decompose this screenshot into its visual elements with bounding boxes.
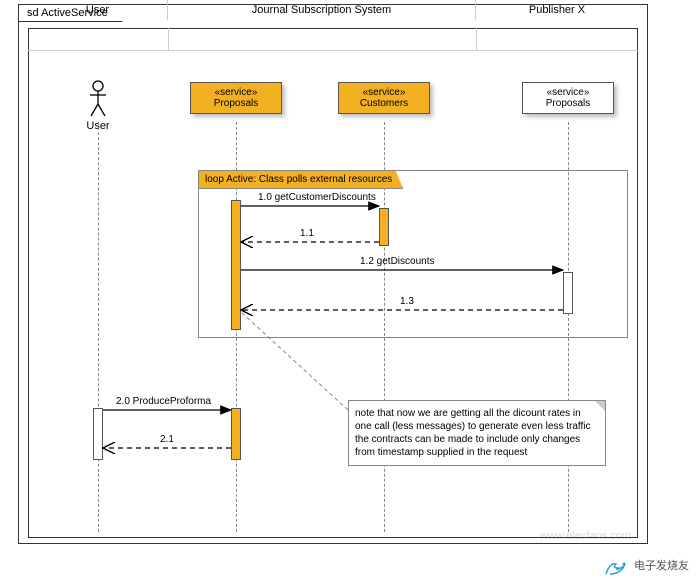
- stereo: «service»: [345, 87, 423, 98]
- footer-logo: 电子发烧友: [602, 554, 689, 576]
- stereo: «service»: [197, 87, 275, 98]
- msg-1-1: 1.1: [300, 228, 314, 239]
- note-text: note that now we are getting all the dic…: [355, 408, 591, 458]
- act-user: [93, 408, 103, 460]
- act-cust: [379, 208, 389, 246]
- lane-user: User: [28, 0, 168, 20]
- msg-2-0: 2.0 ProduceProforma: [116, 396, 211, 407]
- service-proposals-pub: «service» Proposals: [522, 82, 614, 114]
- lane-divider-1: [168, 28, 169, 50]
- lifeline-user: [98, 122, 99, 532]
- service-customers: «service» Customers: [338, 82, 430, 114]
- lane-pub-label: Publisher X: [529, 4, 585, 16]
- spark-icon: [602, 554, 628, 576]
- msg-1-0: 1.0 getCustomerDiscounts: [258, 192, 376, 203]
- lane-user-label: User: [86, 4, 109, 16]
- stereo: «service»: [529, 87, 607, 98]
- act-prop1-main: [231, 200, 241, 330]
- msg-2-1: 2.1: [160, 434, 174, 445]
- note-fold-icon: [595, 401, 605, 411]
- lane-jss: Journal Subscription System: [168, 0, 476, 20]
- stick-figure-icon: [88, 80, 108, 118]
- label: Proposals: [197, 98, 275, 109]
- msg-1-2: 1.2 getDiscounts: [360, 256, 435, 267]
- label: Customers: [345, 98, 423, 109]
- act-prop1-b: [231, 408, 241, 460]
- lane-jss-label: Journal Subscription System: [252, 4, 391, 16]
- act-prop2: [563, 272, 573, 314]
- footer-text: 电子发烧友: [634, 557, 689, 573]
- lane-pub: Publisher X: [476, 0, 638, 20]
- msg-1-3: 1.3: [400, 296, 414, 307]
- note: note that now we are getting all the dic…: [348, 400, 606, 466]
- lane-header-bottom: [28, 50, 638, 51]
- label: Proposals: [529, 98, 607, 109]
- watermark: www.elecfans.com: [540, 530, 631, 542]
- watermark-text: www.elecfans.com: [540, 530, 631, 542]
- loop-tab: loop Active: Class polls external resour…: [198, 170, 403, 189]
- service-proposals-jss: «service» Proposals: [190, 82, 282, 114]
- loop-label: loop Active: Class polls external resour…: [205, 174, 392, 185]
- lane-divider-2: [476, 28, 477, 50]
